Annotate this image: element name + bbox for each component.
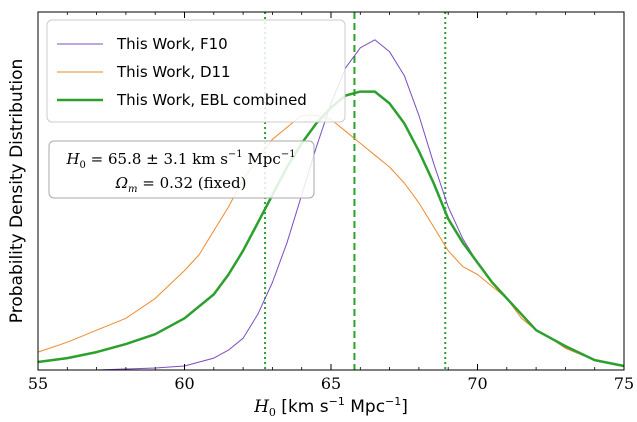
annotation-line-omega: Ωm = 0.32 (fixed) (115, 174, 247, 195)
reference-lines (264, 12, 447, 370)
x-axis-title-symbol: H (253, 397, 270, 417)
x-tick-label: 70 (467, 374, 487, 393)
series-ebl-combined (37, 90, 625, 368)
annotation-omega-sub: m (128, 184, 137, 195)
x-tick-label: 55 (28, 374, 48, 393)
y-axis-title: Probability Density Distribution (7, 59, 27, 323)
series-d11 (37, 114, 625, 367)
x-axis-title-exp1: −1 (329, 395, 345, 408)
annotation-h-exp2: −1 (281, 149, 296, 160)
x-tick-label: 60 (174, 374, 194, 393)
x-tick-label: 65 (321, 374, 341, 393)
legend-label-d11: This Work, D11 (116, 63, 231, 81)
legend: This Work, F10 This Work, D11 This Work,… (46, 19, 346, 123)
x-axis-ticks: 55 60 65 70 75 (28, 12, 634, 393)
legend-label-f10: This Work, F10 (116, 35, 228, 53)
x-axis-title-unit1: [km s (276, 397, 329, 417)
annotation-line-hubble: H0 = 65.8 ± 3.1 km s−1 Mpc−1 (65, 149, 295, 171)
annotation-h-symbol: H (65, 150, 80, 168)
annotation-omega-value: = 0.32 (fixed) (138, 174, 247, 192)
annotation-omega-symbol: Ω (115, 174, 128, 192)
x-axis-title-close: ] (401, 397, 408, 417)
x-axis-title-unit2: Mpc (345, 397, 385, 417)
x-axis-title-exp2: −1 (385, 395, 401, 408)
annotation-h-value: = 65.8 ± 3.1 km s (86, 150, 228, 168)
legend-label-ebl-combined: This Work, EBL combined (116, 91, 307, 109)
x-tick-label: 75 (614, 374, 634, 393)
x-axis-title-sub: 0 (269, 406, 276, 419)
annotation-h-sub: 0 (80, 160, 86, 171)
annotation-h-exp1: −1 (228, 149, 243, 160)
series-lines (37, 39, 625, 371)
fit-annotation: H0 = 65.8 ± 3.1 km s−1 Mpc−1 Ωm = 0.32 (… (48, 140, 315, 199)
legend-box (46, 19, 346, 123)
x-axis-title: H0 [km s−1 Mpc−1] (253, 395, 408, 419)
annotation-box (48, 140, 315, 199)
annotation-h-unit2: Mpc (243, 150, 281, 168)
